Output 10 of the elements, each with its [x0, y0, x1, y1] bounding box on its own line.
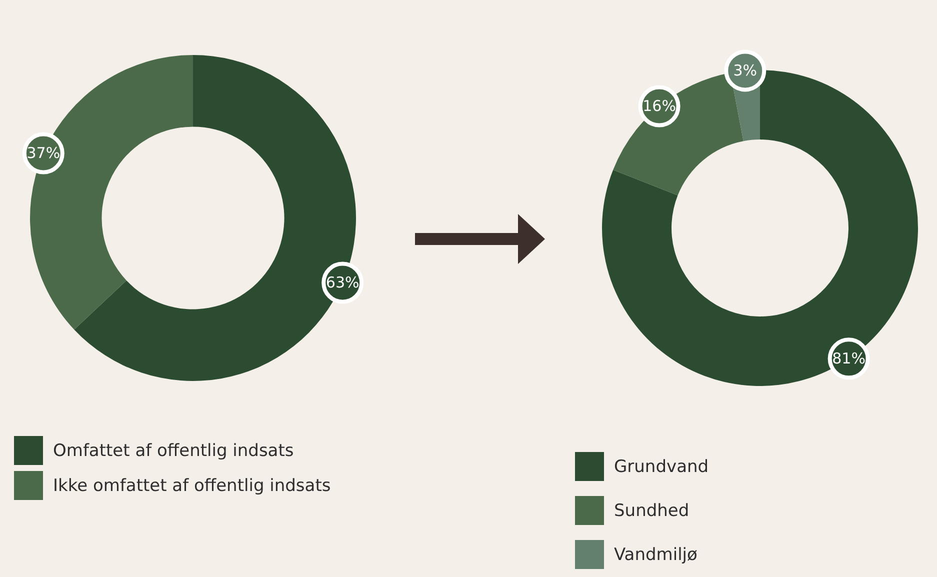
data-label: 3% [733, 62, 758, 80]
legend-label: Omfattet af offentlig indsats [53, 440, 294, 460]
legend-label: Grundvand [614, 456, 709, 476]
legend-label: Sundhed [614, 500, 690, 520]
data-label: 81% [832, 350, 866, 368]
legend-label: Ikke omfattet af offentlig indsats [53, 476, 331, 496]
data-label: 37% [26, 144, 60, 162]
data-label: 16% [642, 97, 676, 116]
data-label: 63% [326, 274, 360, 292]
legend-label: Vandmiljø [614, 544, 698, 564]
